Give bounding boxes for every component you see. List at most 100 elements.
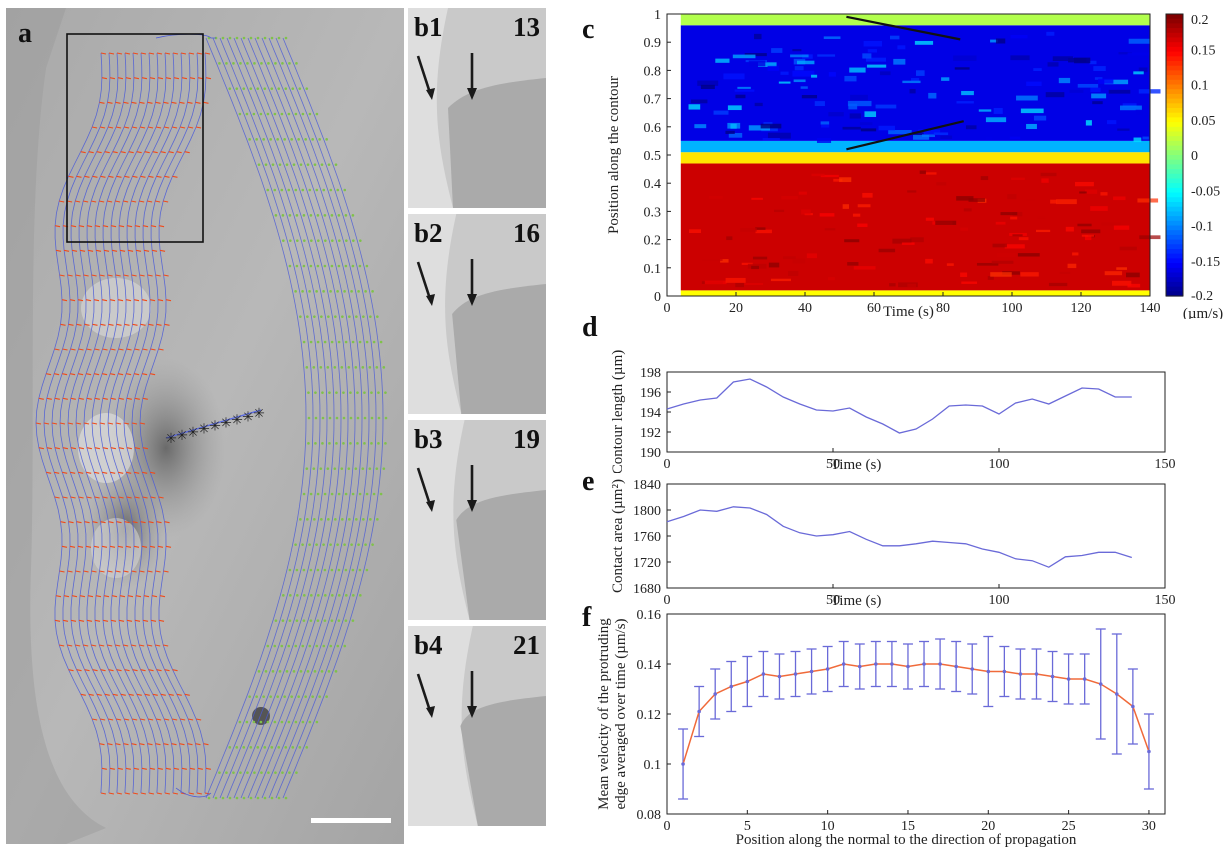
protrusion-vector bbox=[131, 743, 137, 746]
heatmap-texture bbox=[897, 45, 906, 50]
heatmap-texture bbox=[820, 121, 830, 125]
protrusion-vector bbox=[155, 200, 161, 203]
retraction-vector bbox=[316, 492, 320, 496]
retraction-vector bbox=[377, 442, 380, 445]
heatmap-texture bbox=[912, 132, 924, 137]
protrusion-vector bbox=[62, 619, 69, 622]
retraction-vector bbox=[351, 214, 355, 217]
star-marker: ✳ bbox=[187, 426, 199, 441]
protrusion-vector bbox=[128, 693, 134, 696]
heatmap-texture bbox=[902, 80, 921, 84]
retraction-vector bbox=[384, 391, 387, 394]
protrusion-vector bbox=[124, 323, 130, 326]
protrusion-vector bbox=[77, 299, 84, 302]
protrusion-vector bbox=[108, 669, 114, 672]
protrusion-vector bbox=[107, 422, 114, 425]
mesh-line bbox=[261, 37, 363, 799]
protrusion-vector bbox=[103, 595, 110, 598]
protrusion-vector bbox=[158, 496, 164, 499]
protrusion-vector bbox=[38, 447, 45, 450]
retraction-vector bbox=[266, 644, 270, 648]
data-point bbox=[841, 662, 846, 666]
retraction-vector bbox=[309, 568, 313, 572]
retraction-vector bbox=[379, 340, 383, 344]
heatmap-texture bbox=[913, 134, 930, 140]
x-tick-label: 5 bbox=[744, 819, 751, 834]
protrusion-vector bbox=[102, 348, 108, 351]
heatmap-texture bbox=[727, 105, 742, 111]
retraction-vector bbox=[337, 264, 341, 268]
colorbar-cell bbox=[1166, 239, 1183, 245]
retraction-vector bbox=[288, 214, 292, 217]
protrusion-vector bbox=[115, 101, 121, 104]
protrusion-vector bbox=[102, 471, 108, 474]
heatmap-texture bbox=[1026, 123, 1037, 130]
heatmap-texture bbox=[755, 229, 772, 234]
retraction-vector bbox=[218, 771, 221, 774]
cell-region bbox=[448, 78, 546, 208]
retraction-vector bbox=[343, 543, 346, 546]
protrusion-vector bbox=[107, 644, 113, 647]
protrusion-vector bbox=[163, 274, 169, 277]
retraction-vector bbox=[270, 36, 274, 40]
protrusion-vector bbox=[131, 126, 138, 129]
colorbar-cell bbox=[1166, 136, 1183, 142]
x-tick-label: 25 bbox=[1062, 819, 1076, 834]
protrusion-vector bbox=[63, 595, 70, 598]
protrusion-vector bbox=[132, 669, 138, 672]
retraction-vector bbox=[338, 239, 341, 242]
heatmap-band bbox=[680, 152, 1150, 164]
annotation-line bbox=[846, 120, 964, 151]
retraction-vector bbox=[232, 62, 235, 65]
data-point bbox=[681, 762, 685, 766]
retraction-vector bbox=[260, 62, 263, 65]
star-marker: ✳ bbox=[198, 423, 210, 438]
protrusion-vector bbox=[133, 77, 140, 80]
data-point bbox=[890, 662, 894, 666]
colorbar-cell bbox=[1166, 234, 1183, 241]
protrusion-vector bbox=[100, 669, 106, 672]
heatmap-texture bbox=[1016, 95, 1038, 101]
retraction-vector bbox=[356, 391, 359, 394]
protrusion-vector bbox=[78, 373, 84, 376]
data-point bbox=[1066, 677, 1071, 681]
arrow-head bbox=[467, 88, 477, 100]
colorbar-cell bbox=[1166, 202, 1183, 208]
protrusion-vector bbox=[176, 151, 182, 154]
retraction-vector bbox=[235, 746, 239, 749]
protrusion-vector bbox=[99, 274, 105, 277]
frame-image bbox=[408, 626, 546, 826]
retraction-vector bbox=[351, 619, 355, 622]
heatmap-texture bbox=[889, 283, 896, 287]
retraction-vector bbox=[310, 594, 313, 597]
heatmap-texture bbox=[960, 272, 968, 277]
retraction-vector bbox=[235, 796, 239, 800]
protrusion-vector bbox=[163, 743, 169, 746]
retraction-vector bbox=[328, 391, 331, 394]
retraction-vector bbox=[273, 644, 277, 648]
protrusion-vector bbox=[155, 570, 161, 573]
retraction-vector bbox=[342, 416, 346, 420]
protrusion-vector bbox=[75, 570, 81, 573]
protrusion-vector bbox=[155, 743, 161, 746]
protrusion-vector bbox=[120, 151, 126, 154]
retraction-vector bbox=[350, 543, 353, 546]
heatmap-texture bbox=[928, 92, 937, 99]
retraction-vector bbox=[379, 492, 383, 496]
data-point bbox=[793, 672, 798, 676]
protrusion-vector bbox=[107, 101, 113, 104]
retraction-vector bbox=[288, 568, 292, 572]
heatmap-texture bbox=[961, 281, 978, 284]
retraction-vector bbox=[344, 568, 348, 572]
heatmap-texture bbox=[1127, 52, 1151, 56]
colorbar-cell bbox=[1166, 220, 1183, 227]
retraction-vector bbox=[257, 163, 261, 166]
protrusion-vector bbox=[156, 669, 162, 672]
mesh-line bbox=[275, 37, 377, 799]
retraction-vector bbox=[336, 644, 340, 648]
data-point bbox=[970, 667, 975, 671]
protrusion-vector bbox=[131, 644, 137, 647]
protrusion-vector bbox=[115, 274, 121, 277]
heatmap-texture bbox=[866, 64, 887, 68]
heatmap-texture bbox=[1133, 137, 1142, 143]
